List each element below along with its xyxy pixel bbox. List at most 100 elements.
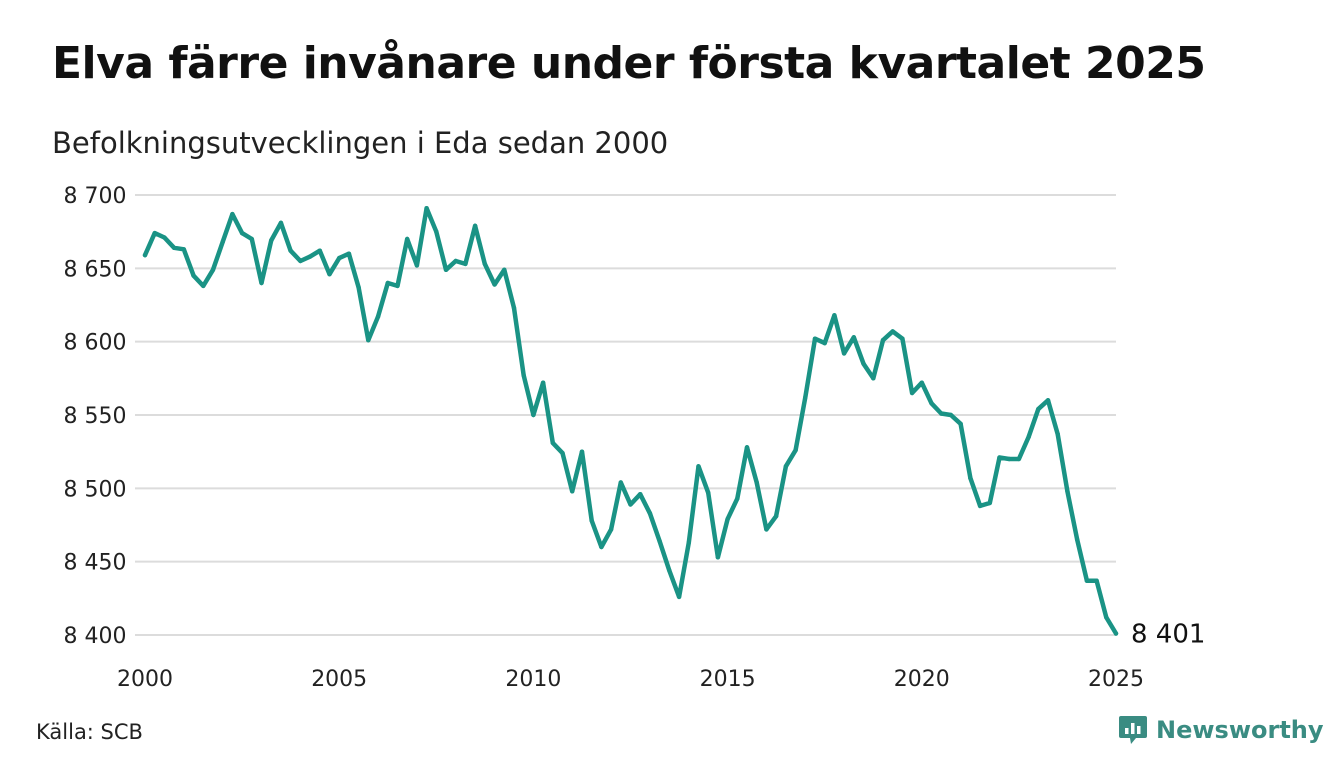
data-point — [366, 338, 371, 343]
y-tick-label: 8 650 — [64, 257, 127, 282]
data-point — [463, 261, 468, 267]
data-point — [288, 248, 293, 253]
data-point — [356, 285, 361, 290]
end-label-group: 8 401 — [1131, 620, 1205, 650]
data-point — [764, 527, 769, 532]
x-tick-label: 2025 — [1088, 667, 1144, 692]
data-point — [1016, 456, 1022, 462]
data-point — [521, 373, 526, 378]
y-tick-label: 8 550 — [64, 404, 127, 429]
data-point — [638, 492, 643, 497]
y-axis-tick-labels: 8 400 8 450 8 500 8 550 8 600 8 650 8 700 — [64, 184, 127, 649]
data-point — [589, 518, 594, 523]
data-point — [230, 211, 235, 217]
data-point — [424, 206, 429, 211]
data-point — [1084, 578, 1090, 583]
x-tick-label: 2020 — [894, 667, 950, 692]
data-point — [453, 258, 458, 264]
x-axis-tick-labels: 2000 2005 2010 2015 2020 2025 — [117, 667, 1144, 692]
data-point — [929, 401, 934, 406]
data-point — [511, 305, 517, 311]
data-point — [890, 329, 895, 334]
y-tick-label: 8 700 — [64, 184, 127, 209]
data-point — [754, 480, 759, 485]
x-tick-label: 2010 — [505, 667, 561, 692]
source-note: Källa: SCB — [36, 720, 143, 744]
data-point — [676, 594, 682, 600]
end-value-label: 8 401 — [1131, 620, 1205, 650]
data-point — [997, 455, 1002, 460]
data-point — [307, 254, 313, 259]
data-point — [434, 229, 439, 234]
data-point — [832, 313, 837, 318]
data-point — [1113, 631, 1119, 636]
data-point — [608, 527, 614, 532]
data-point — [181, 247, 187, 252]
data-point — [861, 361, 866, 366]
data-point — [171, 245, 177, 250]
data-point — [220, 239, 225, 245]
data-point — [210, 267, 216, 272]
data-point — [725, 516, 730, 522]
data-point — [298, 258, 303, 264]
data-point — [803, 395, 808, 400]
data-point — [696, 464, 701, 469]
data-point — [269, 238, 274, 243]
y-tick-label: 8 450 — [64, 551, 127, 576]
data-point — [317, 248, 322, 253]
data-point — [705, 490, 711, 495]
data-point — [618, 480, 623, 485]
data-point — [142, 252, 148, 258]
data-point — [404, 236, 410, 242]
data-point — [948, 412, 954, 418]
series-group — [142, 205, 1119, 636]
data-point — [909, 390, 915, 396]
data-point — [744, 445, 750, 450]
data-point — [201, 283, 206, 289]
data-point — [647, 511, 653, 516]
data-point — [851, 335, 857, 340]
y-tick-label: 8 400 — [64, 624, 127, 649]
data-point — [259, 280, 264, 286]
data-point — [278, 220, 284, 226]
data-point — [715, 555, 721, 560]
chart-title: Elva färre invånare under första kvartal… — [52, 38, 1206, 89]
data-point — [1094, 578, 1099, 583]
data-point — [735, 496, 740, 501]
brand-name: Newsworthy — [1156, 716, 1324, 744]
data-point — [472, 223, 478, 228]
data-point — [667, 568, 672, 573]
data-point — [550, 440, 556, 446]
data-point — [395, 283, 400, 289]
data-point — [900, 336, 905, 341]
data-point — [871, 376, 876, 381]
brand-logo[interactable]: Newsworthy — [1118, 714, 1324, 746]
data-point — [443, 267, 449, 272]
newsworthy-logo-icon — [1119, 716, 1147, 744]
chart-subtitle: Befolkningsutvecklingen i Eda sedan 2000 — [52, 126, 669, 160]
data-point — [812, 336, 818, 341]
data-point — [977, 503, 983, 509]
data-point — [492, 282, 497, 287]
series-line — [142, 205, 1119, 636]
data-point — [783, 464, 789, 469]
data-point — [414, 263, 420, 268]
y-tick-label: 8 500 — [64, 477, 127, 502]
data-point — [375, 314, 381, 319]
data-point — [987, 500, 992, 506]
data-point — [579, 449, 585, 454]
data-point — [968, 475, 973, 481]
data-point — [162, 235, 167, 240]
data-point — [1026, 434, 1031, 440]
data-point — [337, 255, 342, 261]
data-point — [1036, 406, 1041, 412]
data-point — [239, 230, 245, 236]
data-point — [502, 267, 507, 272]
data-point — [1045, 398, 1051, 403]
data-point — [560, 450, 565, 456]
data-point — [599, 544, 604, 550]
data-point — [822, 340, 827, 346]
data-point — [249, 236, 255, 242]
data-point — [939, 411, 944, 416]
